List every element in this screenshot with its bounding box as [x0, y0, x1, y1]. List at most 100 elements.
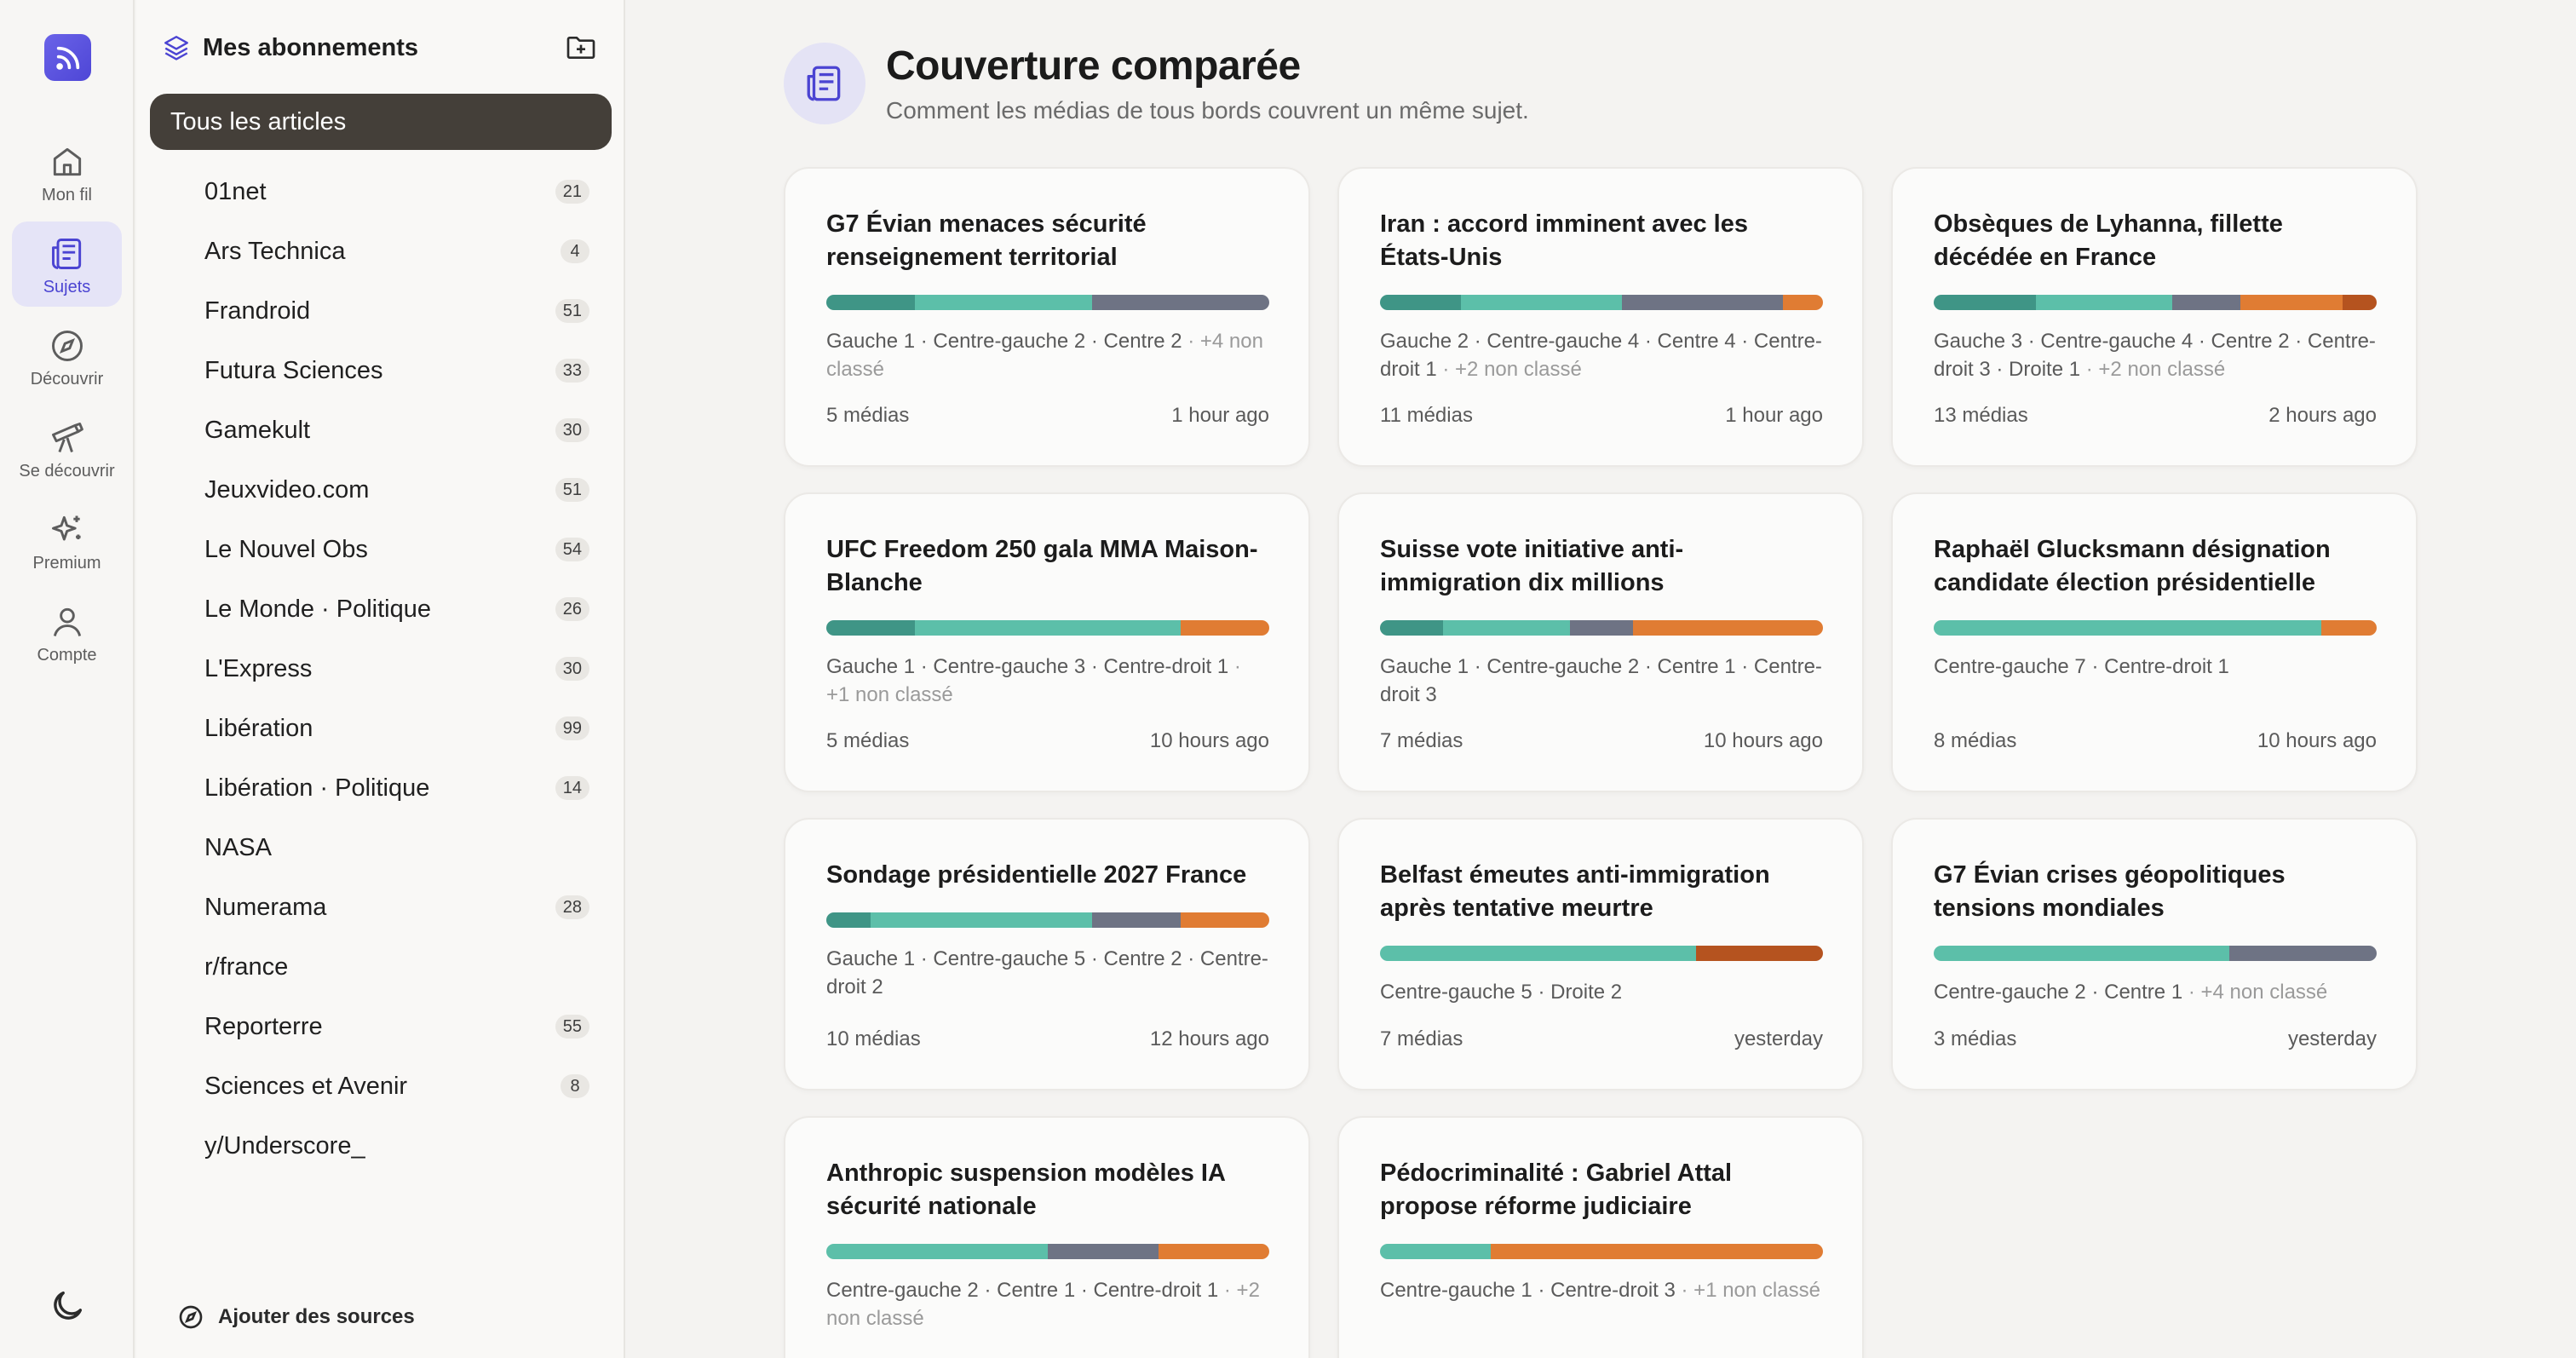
compass-icon [179, 1305, 203, 1329]
topic-card[interactable]: Pédocriminalité : Gabriel Attal propose … [1337, 1116, 1864, 1358]
topic-card[interactable]: G7 Évian crises géopolitiques tensions m… [1891, 818, 2418, 1090]
unread-count-badge: 21 [555, 180, 589, 204]
topic-title: Obsèques de Lyhanna, fillette décédée en… [1934, 210, 2283, 271]
timestamp: 1 hour ago [1725, 404, 1823, 427]
feed-item[interactable]: Gamekult 30 [150, 400, 612, 460]
unread-count-badge: 26 [555, 597, 589, 621]
rss-logo-icon[interactable] [44, 34, 91, 81]
feed-item[interactable]: Sciences et Avenir 8 [150, 1056, 612, 1116]
unclassified-count: · +1 non classé [1675, 1279, 1820, 1302]
unclassified-count: · +2 non classé [826, 1279, 1260, 1330]
feed-item[interactable]: L'Express 30 [150, 639, 612, 699]
nav-premium[interactable]: Premium [12, 498, 122, 583]
feed-item[interactable]: Le Nouvel Obs 54 [150, 520, 612, 579]
feed-item[interactable]: Jeuxvideo.com 51 [150, 460, 612, 520]
feed-item[interactable]: r/france [150, 937, 612, 997]
feed-item[interactable]: y/Underscore_ [150, 1116, 612, 1176]
topic-card[interactable]: Obsèques de Lyhanna, fillette décédée en… [1891, 167, 2418, 467]
topic-title: Iran : accord imminent avec les États-Un… [1380, 210, 1748, 271]
feed-name: NASA [204, 833, 272, 861]
timestamp: 2 hours ago [2268, 404, 2377, 427]
feed-name: Reporterre [204, 1012, 323, 1040]
coverage-segment-centre [1621, 295, 1784, 310]
topic-card[interactable]: Anthropic suspension modèles IA sécurité… [784, 1116, 1310, 1358]
feed-item[interactable]: Libération 99 [150, 699, 612, 758]
layers-icon [164, 36, 188, 60]
source-count: 8 médias [1934, 729, 2017, 752]
add-folder-icon[interactable] [564, 31, 598, 65]
feed-item[interactable]: Numerama 28 [150, 878, 612, 937]
timestamp: yesterday [2287, 1027, 2377, 1050]
coverage-bar [1934, 946, 2377, 961]
unclassified-count: · +2 non classé [1436, 358, 1582, 381]
all-articles-button[interactable]: Tous les articles [150, 94, 612, 150]
topic-title: Suisse vote initiative anti-immigration … [1380, 536, 1684, 596]
topic-card[interactable]: Sondage présidentielle 2027 France Gauche… [784, 818, 1310, 1090]
coverage-segment-centre-gauche [1443, 620, 1571, 636]
nav-label: Premium [32, 554, 101, 573]
nav-mon-fil[interactable]: Mon fil [12, 129, 122, 215]
unread-count-badge: 55 [555, 1015, 589, 1039]
unread-count-badge: 28 [555, 895, 589, 919]
coverage-counts: Centre-gauche 1 · Centre-droit 3 [1380, 1279, 1676, 1302]
coverage-segment-centre-droit [1633, 620, 1823, 636]
coverage-segment-centre-droit [1159, 1244, 1269, 1259]
feed-item[interactable]: NASA [150, 818, 612, 878]
unclassified-count: · +1 non classé [826, 655, 1241, 706]
coverage-segment-centre [2172, 295, 2241, 310]
coverage-segment-droite [1696, 946, 1823, 961]
timestamp: 10 hours ago [1703, 729, 1823, 752]
feed-list: 01net 21 Ars Technica 4 Frandroid 51 Futura Sc… [150, 162, 612, 1176]
coverage-segment-centre-droit [2321, 620, 2377, 636]
topic-title: G7 Évian menaces sécurité renseignement … [826, 210, 1147, 271]
feed-item[interactable]: Frandroid 51 [150, 281, 612, 341]
feed-item[interactable]: 01net 21 [150, 162, 612, 222]
card-footer: 7 médias 10 hours ago [1380, 729, 1823, 753]
sidebar-title: Mes abonnements [203, 33, 418, 61]
coverage-breakdown: Gauche 1 · Centre-gauche 3 · Centre-droi… [826, 653, 1269, 709]
coverage-segment-centre-gauche [915, 620, 1181, 636]
feed-item[interactable]: Libération · Politique 14 [150, 758, 612, 818]
coverage-segment-centre-gauche [1380, 1244, 1491, 1259]
topic-card[interactable]: Suisse vote initiative anti-immigration … [1337, 492, 1864, 792]
unread-count-badge: 8 [561, 1074, 589, 1098]
coverage-breakdown: Centre-gauche 5 · Droite 2 [1380, 978, 1823, 1006]
card-footer: 13 médias 2 hours ago [1934, 404, 2377, 428]
coverage-bar [826, 1244, 1269, 1259]
nav-se-decouvrir[interactable]: Se découvrir [12, 406, 122, 491]
card-footer: 11 médias 1 hour ago [1380, 404, 1823, 428]
feed-item[interactable]: Futura Sciences 33 [150, 341, 612, 400]
add-sources-button[interactable]: Ajouter des sources [177, 1303, 415, 1331]
feed-item[interactable]: Reporterre 55 [150, 997, 612, 1056]
unread-count-badge: 30 [555, 418, 589, 442]
nav-compte[interactable]: Compte [12, 590, 122, 675]
topic-card[interactable]: G7 Évian menaces sécurité renseignement … [784, 167, 1310, 467]
dark-mode-moon-icon[interactable] [48, 1286, 87, 1326]
nav-sujets[interactable]: Sujets [12, 222, 122, 307]
nav-rail: Mon fil Sujets Découvrir Se découvrir Pr… [0, 0, 135, 1358]
home-icon [53, 147, 81, 176]
feed-item[interactable]: Le Monde · Politique 26 [150, 579, 612, 639]
feed-name: 01net [204, 177, 267, 205]
unclassified-count: · +2 non classé [2080, 358, 2226, 381]
timestamp: 1 hour ago [1171, 404, 1269, 427]
topic-card[interactable]: Raphaël Glucksmann désignation candidate… [1891, 492, 2418, 792]
topic-title: Pédocriminalité : Gabriel Attal propose … [1380, 1159, 1733, 1220]
coverage-segment-centre-gauche [2036, 295, 2173, 310]
topic-card[interactable]: Belfast émeutes anti-immigration après t… [1337, 818, 1864, 1090]
feed-item[interactable]: Ars Technica 4 [150, 222, 612, 281]
coverage-segment-centre [1048, 1244, 1159, 1259]
coverage-bar [826, 295, 1269, 310]
coverage-breakdown: Centre-gauche 2 · Centre 1 · +4 non clas… [1934, 978, 2377, 1006]
page-subtitle: Comment les médias de tous bords couvren… [886, 97, 1529, 124]
topic-card[interactable]: UFC Freedom 250 gala MMA Maison-Blanche G… [784, 492, 1310, 792]
sidebar-header: Mes abonnements [162, 29, 598, 66]
coverage-segment-centre [1092, 912, 1181, 928]
topic-title: Sondage présidentielle 2027 France [826, 861, 1247, 889]
unclassified-count: · +4 non classé [2182, 981, 2328, 1004]
card-footer: 3 médias yesterday [1934, 1027, 2377, 1051]
topic-card[interactable]: Iran : accord imminent avec les États-Un… [1337, 167, 1864, 467]
feed-name: Jeuxvideo.com [204, 475, 370, 503]
nav-decouvrir[interactable]: Découvrir [12, 314, 122, 399]
coverage-breakdown: Gauche 1 · Centre-gauche 2 · Centre 1 · … [1380, 653, 1823, 709]
